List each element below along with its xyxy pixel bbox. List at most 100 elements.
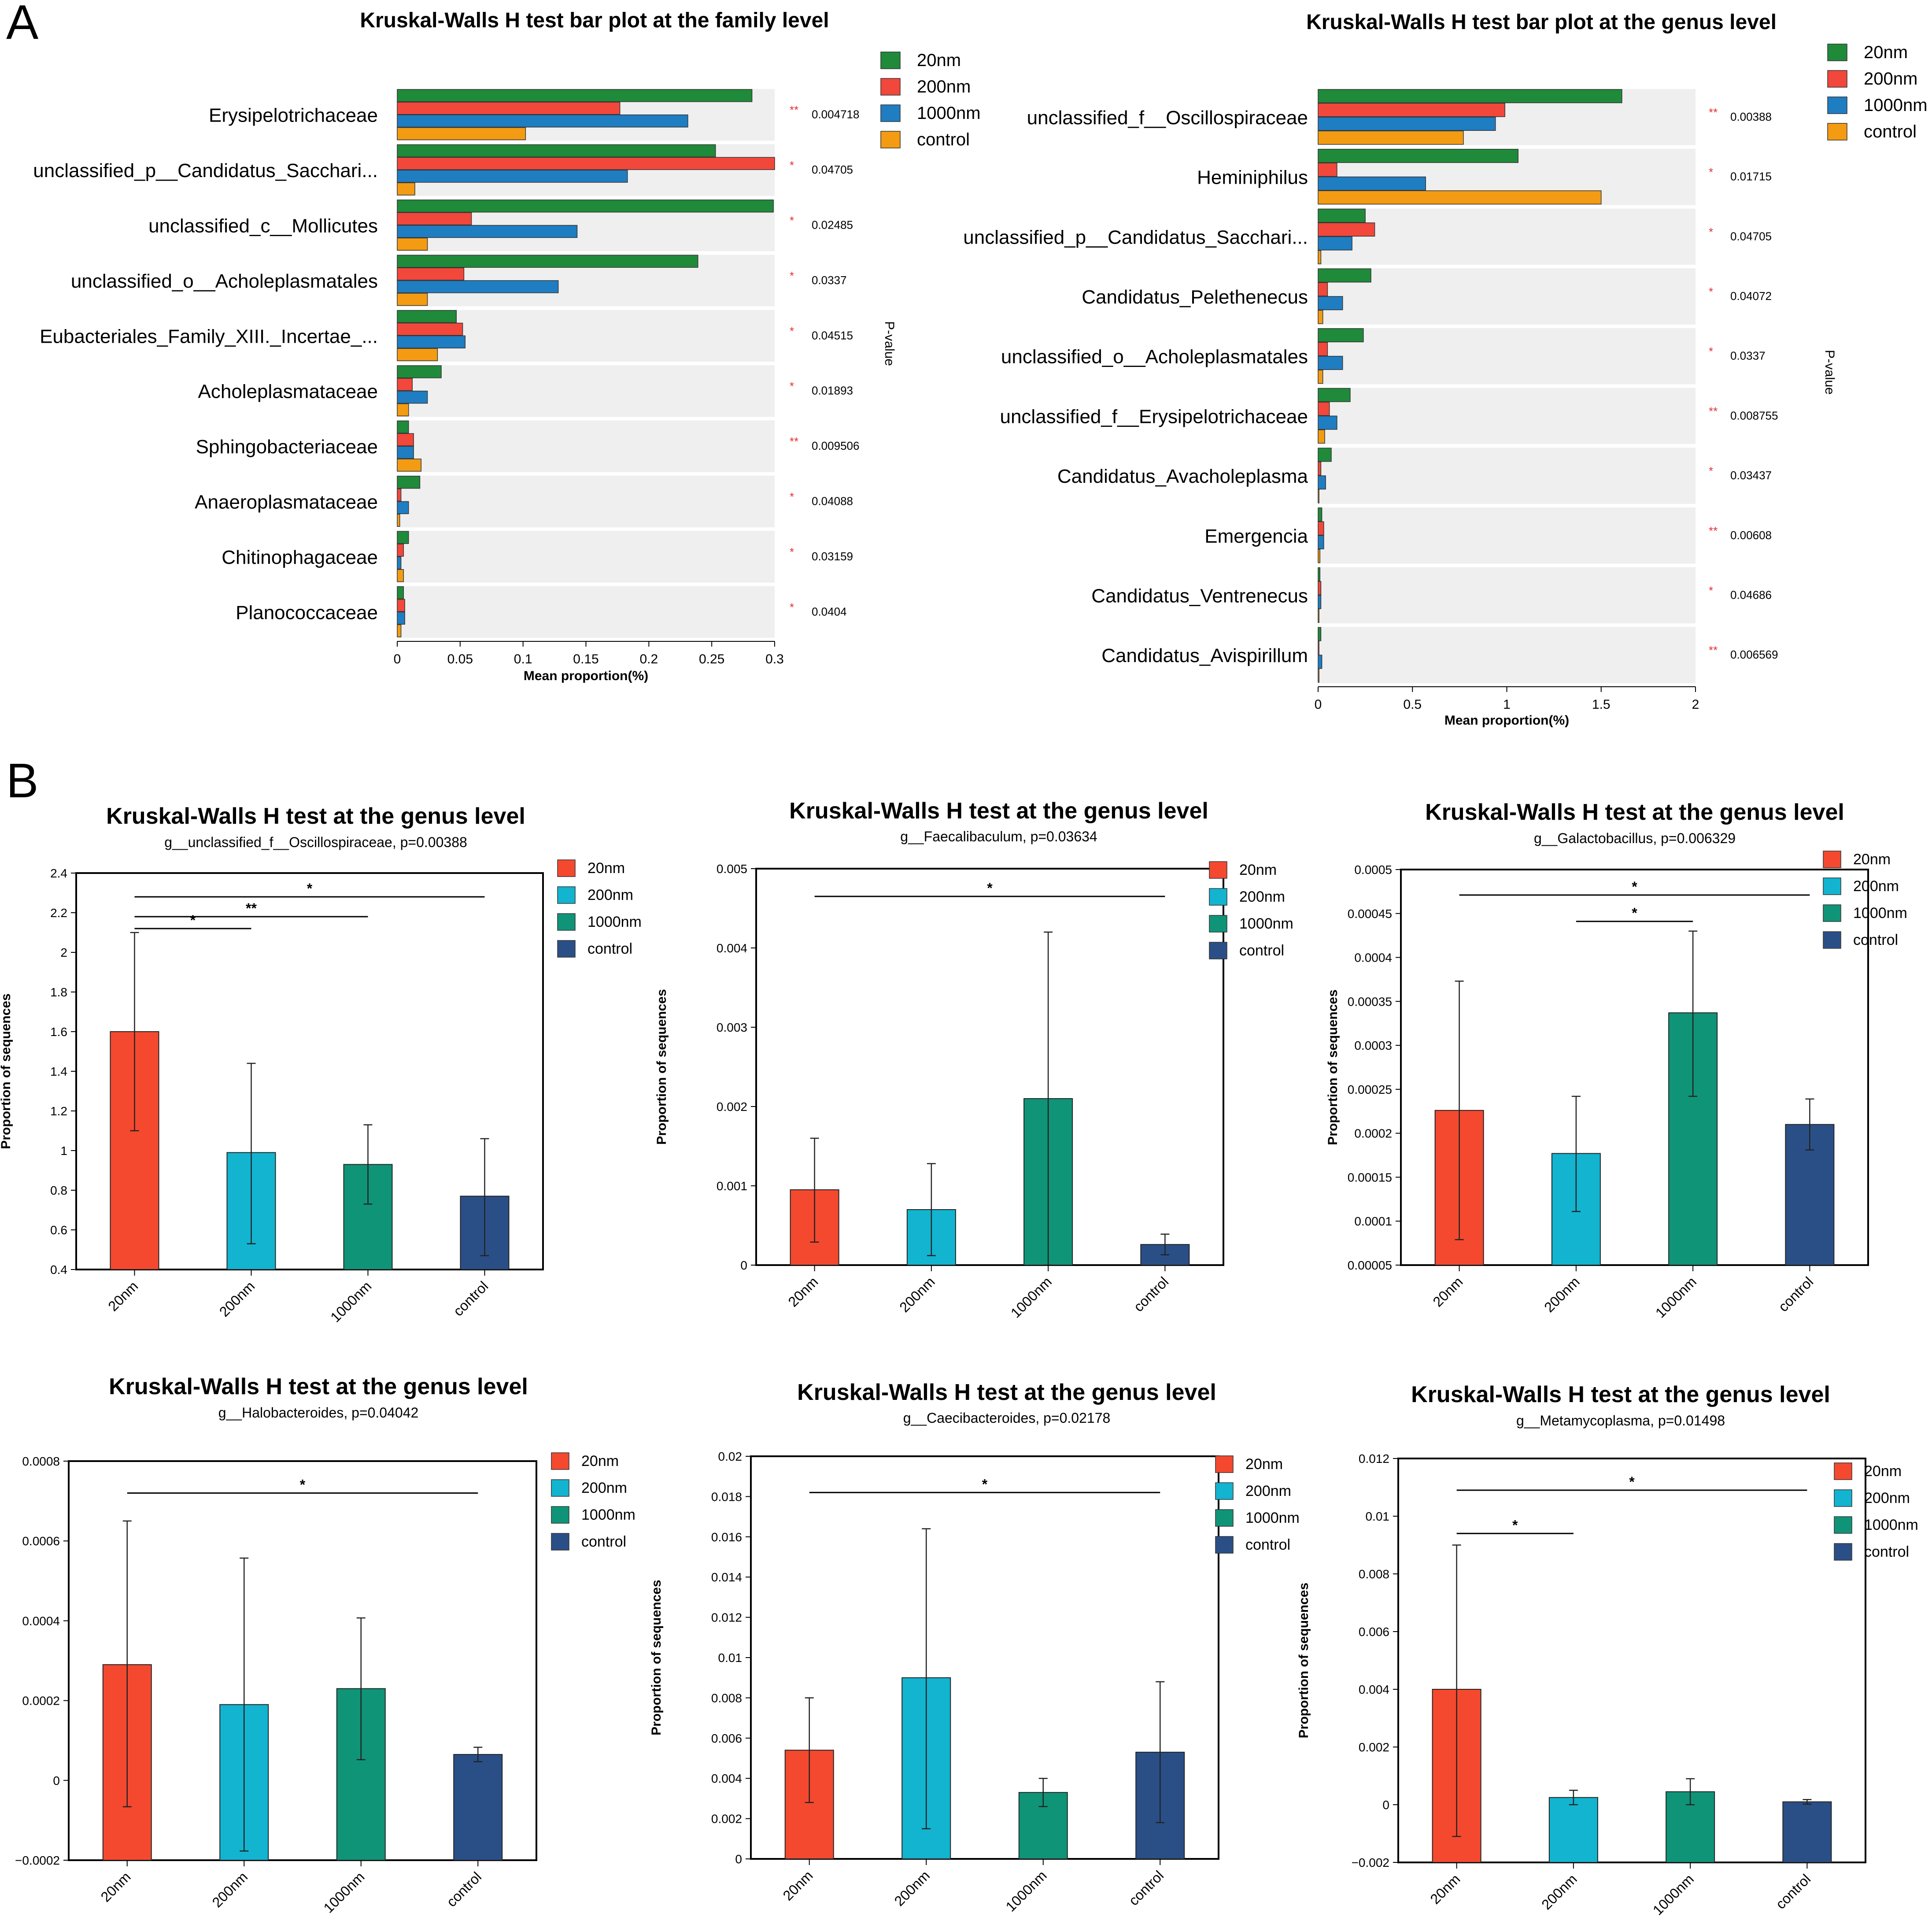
x-tick-label: 0.15: [573, 652, 598, 666]
bar: [397, 624, 402, 637]
category-label: Acholeplasmataceae: [198, 381, 378, 403]
p-value: 0.008755: [1730, 409, 1778, 422]
y-tick-label: 0: [1382, 1798, 1389, 1812]
y-tick-label: 0.016: [711, 1530, 742, 1544]
chart-title: Kruskal-Walls H test bar plot at the gen…: [1306, 11, 1777, 34]
significance-stars: *: [790, 600, 794, 614]
y-tick-label: 0.002: [1359, 1740, 1389, 1754]
significance-stars: **: [1709, 106, 1718, 119]
bar: [1318, 475, 1326, 490]
x-tick-label: 200nm: [1541, 1273, 1583, 1315]
legend-swatch: [1209, 861, 1227, 879]
p-value: 0.03159: [812, 550, 853, 563]
significance-stars: *: [790, 380, 794, 393]
bar: [1318, 130, 1464, 145]
x-tick-label: 0.1: [514, 652, 532, 666]
significance-stars: *: [1709, 166, 1713, 179]
chart-subtitle: g__Faecalibaculum, p=0.03634: [900, 829, 1097, 844]
p-value: 0.04072: [1730, 289, 1772, 303]
legend-label: 20nm: [917, 51, 961, 70]
legend-swatch: [551, 1533, 569, 1551]
legend-label: 20nm: [581, 1453, 619, 1469]
bar: [1318, 489, 1319, 503]
bar: [1318, 549, 1321, 563]
x-tick-label: 0.25: [699, 652, 724, 666]
chart-title: Kruskal-Walls H test at the genus level: [1425, 799, 1844, 825]
p-value: 0.009506: [812, 439, 859, 452]
category-label: unclassified_p__Candidatus_Sacchari...: [33, 160, 378, 181]
bar: [1318, 595, 1322, 609]
legend-label: 200nm: [1864, 69, 1917, 89]
legend-swatch: [557, 940, 576, 958]
significance-label: **: [246, 900, 257, 916]
bar: [397, 531, 409, 544]
bar: [1318, 507, 1322, 522]
bar: [1318, 250, 1322, 264]
category-label: Emergencia: [1204, 526, 1308, 547]
bar: [397, 182, 415, 196]
y-tick-label: 0.014: [711, 1570, 742, 1584]
category-label: Planococcaceae: [236, 602, 378, 623]
y-tick-label: 1.8: [50, 985, 67, 999]
significance-label: *: [1632, 905, 1637, 921]
significance-stars: *: [790, 545, 794, 559]
legend-label: 200nm: [917, 77, 971, 96]
bar: [397, 89, 753, 102]
legend-swatch: [1215, 1536, 1234, 1554]
p-value: 0.04705: [1730, 229, 1772, 243]
legend-label: control: [1864, 122, 1917, 141]
plot-frame: [68, 1460, 537, 1861]
legend-swatch: [1209, 942, 1227, 959]
row-background: [1318, 268, 1696, 325]
bar: [1318, 190, 1602, 205]
p-value-axis-label: P-value: [882, 321, 897, 366]
x-tick-label: 200nm: [209, 1869, 251, 1910]
row-background: [397, 365, 775, 417]
legend-label: 200nm: [1239, 888, 1285, 905]
significance-label: *: [982, 1476, 988, 1492]
p-value: 0.02485: [812, 218, 853, 232]
legend-swatch: [1834, 1543, 1852, 1561]
bar: [1318, 388, 1351, 402]
bar: [1548, 1797, 1598, 1863]
y-tick-label: 0.00045: [1348, 907, 1392, 921]
category-label: Candidatus_Pelethenecus: [1082, 286, 1308, 308]
p-value: 0.006569: [1730, 648, 1778, 661]
bar: [397, 225, 578, 238]
y-tick-label: 0.012: [1359, 1452, 1389, 1466]
legend-label: 1000nm: [587, 914, 642, 930]
x-tick-label: 1000nm: [1002, 1867, 1049, 1914]
bar: [1318, 461, 1322, 476]
bar: [397, 322, 463, 336]
bar: [397, 433, 414, 446]
row-background: [1318, 388, 1696, 444]
significance-stars: *: [1709, 584, 1713, 597]
bar: [397, 200, 774, 213]
x-tick-label: 1000nm: [1650, 1871, 1697, 1918]
x-tick-label: 0.05: [447, 652, 473, 666]
y-tick-label: 0.002: [717, 1100, 747, 1114]
bar: [397, 378, 413, 391]
legend-label: control: [1239, 942, 1284, 959]
y-tick-label: 0.0003: [1354, 1039, 1392, 1052]
legend-swatch: [1827, 70, 1847, 88]
significance-stars: **: [790, 435, 798, 448]
chart-subtitle: g__Caecibacteroides, p=0.02178: [903, 1410, 1111, 1426]
bar: [1318, 103, 1505, 117]
chart-title: Kruskal-Walls H test at the genus level: [106, 803, 525, 829]
x-tick-label: 1000nm: [320, 1869, 367, 1916]
bar: [1318, 640, 1319, 655]
legend-label: control: [1853, 932, 1898, 948]
legend-label: 200nm: [1245, 1483, 1291, 1499]
row-background: [1318, 507, 1696, 564]
p-value: 0.04515: [812, 329, 853, 342]
y-tick-label: 0.00015: [1348, 1170, 1392, 1184]
x-tick-label: control: [1126, 1867, 1167, 1908]
bar: [397, 310, 457, 323]
chart-subtitle: g__Metamycoplasma, p=0.01498: [1516, 1413, 1725, 1429]
bar: [1318, 429, 1325, 444]
chart-title: Kruskal-Walls H test at the genus level: [789, 798, 1208, 824]
y-tick-label: 1: [60, 1144, 67, 1158]
x-tick-label: 0.2: [639, 652, 658, 666]
significance-stars: *: [790, 159, 794, 172]
